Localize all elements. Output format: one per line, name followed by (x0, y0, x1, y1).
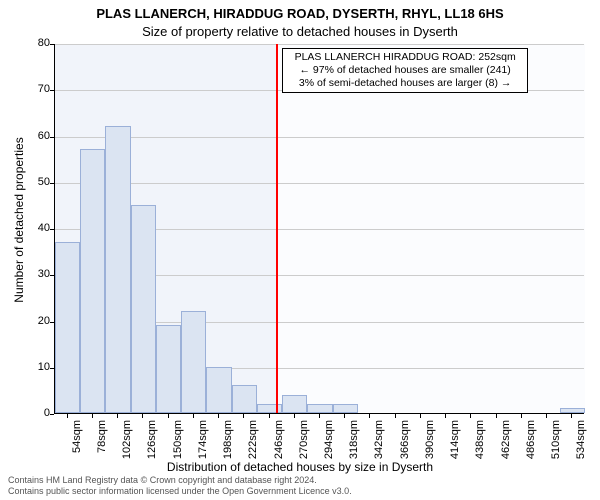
y-tick-mark (50, 322, 54, 323)
footer-line-2: Contains public sector information licen… (8, 486, 352, 496)
histogram-bar (282, 395, 307, 414)
x-tick-mark (420, 414, 421, 418)
gridline (55, 137, 584, 138)
chart-title-main: PLAS LLANERCH, HIRADDUG ROAD, DYSERTH, R… (0, 6, 600, 21)
x-tick-label: 78sqm (96, 420, 108, 480)
histogram-bar (232, 385, 257, 413)
x-tick-label: 102sqm (121, 420, 133, 480)
histogram-bar (131, 205, 156, 413)
x-tick-mark (395, 414, 396, 418)
gridline (55, 183, 584, 184)
y-tick-label: 40 (10, 222, 50, 234)
x-tick-label: 150sqm (172, 420, 184, 480)
x-tick-label: 318sqm (348, 420, 360, 480)
x-tick-label: 510sqm (550, 420, 562, 480)
annotation-box: PLAS LLANERCH HIRADDUG ROAD: 252sqm← 97%… (282, 48, 528, 93)
y-tick-label: 60 (10, 130, 50, 142)
x-tick-label: 294sqm (323, 420, 335, 480)
x-tick-label: 198sqm (222, 420, 234, 480)
x-tick-label: 462sqm (500, 420, 512, 480)
histogram-bar (156, 325, 181, 413)
x-tick-label: 126sqm (146, 420, 158, 480)
histogram-bar (333, 404, 358, 413)
plot-area: PLAS LLANERCH HIRADDUG ROAD: 252sqm← 97%… (54, 44, 584, 414)
y-tick-mark (50, 137, 54, 138)
x-tick-label: 486sqm (525, 420, 537, 480)
y-tick-label: 20 (10, 315, 50, 327)
x-tick-mark (218, 414, 219, 418)
histogram-bar (80, 149, 105, 413)
x-tick-mark (470, 414, 471, 418)
x-tick-label: 390sqm (424, 420, 436, 480)
histogram-bar (206, 367, 231, 413)
y-tick-mark (50, 414, 54, 415)
chart-container: PLAS LLANERCH, HIRADDUG ROAD, DYSERTH, R… (0, 0, 600, 500)
x-tick-mark (269, 414, 270, 418)
x-tick-label: 246sqm (273, 420, 285, 480)
y-tick-mark (50, 275, 54, 276)
x-tick-mark (294, 414, 295, 418)
y-tick-mark (50, 368, 54, 369)
histogram-bar (560, 408, 585, 413)
y-tick-label: 50 (10, 176, 50, 188)
y-tick-label: 30 (10, 268, 50, 280)
annotation-line: PLAS LLANERCH HIRADDUG ROAD: 252sqm (287, 51, 523, 64)
x-tick-label: 366sqm (399, 420, 411, 480)
x-tick-mark (521, 414, 522, 418)
x-tick-mark (142, 414, 143, 418)
x-tick-mark (117, 414, 118, 418)
chart-subtitle: Size of property relative to detached ho… (0, 24, 600, 39)
x-tick-mark (319, 414, 320, 418)
x-tick-mark (168, 414, 169, 418)
x-tick-label: 222sqm (247, 420, 259, 480)
x-tick-mark (571, 414, 572, 418)
x-tick-mark (445, 414, 446, 418)
x-tick-label: 270sqm (298, 420, 310, 480)
y-tick-mark (50, 229, 54, 230)
histogram-bar (181, 311, 206, 413)
annotation-line: 3% of semi-detached houses are larger (8… (287, 77, 523, 90)
annotation-line: ← 97% of detached houses are smaller (24… (287, 64, 523, 77)
y-axis-label: Number of detached properties (12, 120, 26, 320)
x-tick-mark (92, 414, 93, 418)
x-tick-mark (67, 414, 68, 418)
histogram-bar (257, 404, 282, 413)
x-tick-mark (193, 414, 194, 418)
x-tick-mark (243, 414, 244, 418)
histogram-bar (55, 242, 80, 413)
x-tick-label: 174sqm (197, 420, 209, 480)
y-tick-label: 0 (10, 407, 50, 419)
x-tick-mark (496, 414, 497, 418)
y-tick-mark (50, 90, 54, 91)
y-tick-label: 80 (10, 37, 50, 49)
gridline (55, 44, 584, 45)
x-tick-mark (546, 414, 547, 418)
property-marker-line (276, 44, 278, 413)
x-tick-mark (369, 414, 370, 418)
x-tick-label: 342sqm (373, 420, 385, 480)
x-tick-mark (344, 414, 345, 418)
histogram-bar (105, 126, 130, 413)
x-tick-label: 414sqm (449, 420, 461, 480)
y-tick-mark (50, 44, 54, 45)
y-tick-label: 10 (10, 361, 50, 373)
x-tick-label: 438sqm (474, 420, 486, 480)
x-tick-label: 54sqm (71, 420, 83, 480)
y-tick-label: 70 (10, 83, 50, 95)
histogram-bar (307, 404, 332, 413)
x-tick-label: 534sqm (575, 420, 587, 480)
y-tick-mark (50, 183, 54, 184)
